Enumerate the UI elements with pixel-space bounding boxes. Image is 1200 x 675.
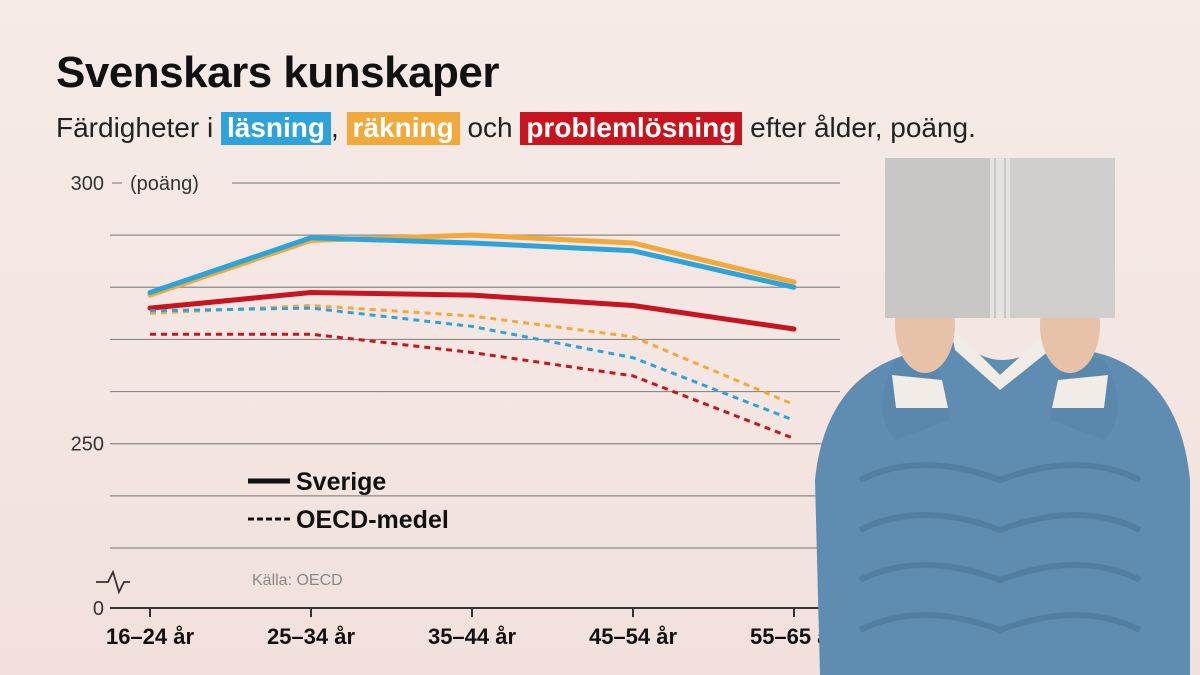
line-chart: 300 250 (poäng) 016–24 år 25–34 år 35–44 år 45… (71, 173, 840, 649)
legend-solid-label: Sverige (296, 468, 386, 496)
x-tick-label: 45–54 år (589, 624, 678, 649)
y-tick-label: 300 (71, 173, 104, 195)
series-line-oecd-läsning (149, 306, 795, 422)
shirt-collar (950, 325, 1055, 390)
series-line-oecd-räkning (149, 304, 795, 406)
chart-title: Svenskars kunskaper (56, 48, 500, 97)
book-left-cover (885, 158, 995, 318)
problem-solving-highlight: problemlösning (520, 112, 743, 145)
axes: 300 250 (poäng) 016–24 år 25–34 år 35–44 år 45… (71, 173, 840, 649)
reading-person-photo (815, 158, 1190, 675)
source-note: Källa: OECD (252, 572, 343, 589)
series-line-sverige-läsning (147, 235, 797, 295)
series-line-oecd-problemlösning (150, 332, 795, 440)
subtitle-and: och (459, 112, 521, 143)
book-spine (990, 158, 1010, 318)
subtitle-text-end: efter ålder, poäng. (742, 112, 976, 143)
series-lines (147, 232, 797, 440)
x-tick-label: 16–24 år (106, 624, 195, 649)
book-right-cover (1005, 158, 1115, 318)
subtitle-comma: , (330, 112, 347, 143)
legend: Sverige OECD-medel (248, 468, 449, 534)
series-line-sverige-problemlösning (147, 290, 797, 332)
subtitle-text-start: Färdigheter i (56, 112, 221, 143)
legend-dashed-label: OECD-medel (296, 506, 449, 534)
x-tick-label: 25–34 år (267, 624, 356, 649)
y-zero-label: 0 (93, 598, 104, 620)
chart-subtitle: Färdigheter i läsning, räkning och probl… (56, 112, 976, 145)
grid-lines (110, 182, 840, 549)
y-tick-label: 250 (71, 434, 104, 456)
x-tick-label: 35–44 år (428, 624, 517, 649)
axis-break-symbol (96, 569, 130, 595)
reading-highlight: läsning (220, 112, 331, 145)
math-highlight: räkning (346, 112, 460, 145)
y-unit-label: (poäng) (130, 173, 199, 195)
